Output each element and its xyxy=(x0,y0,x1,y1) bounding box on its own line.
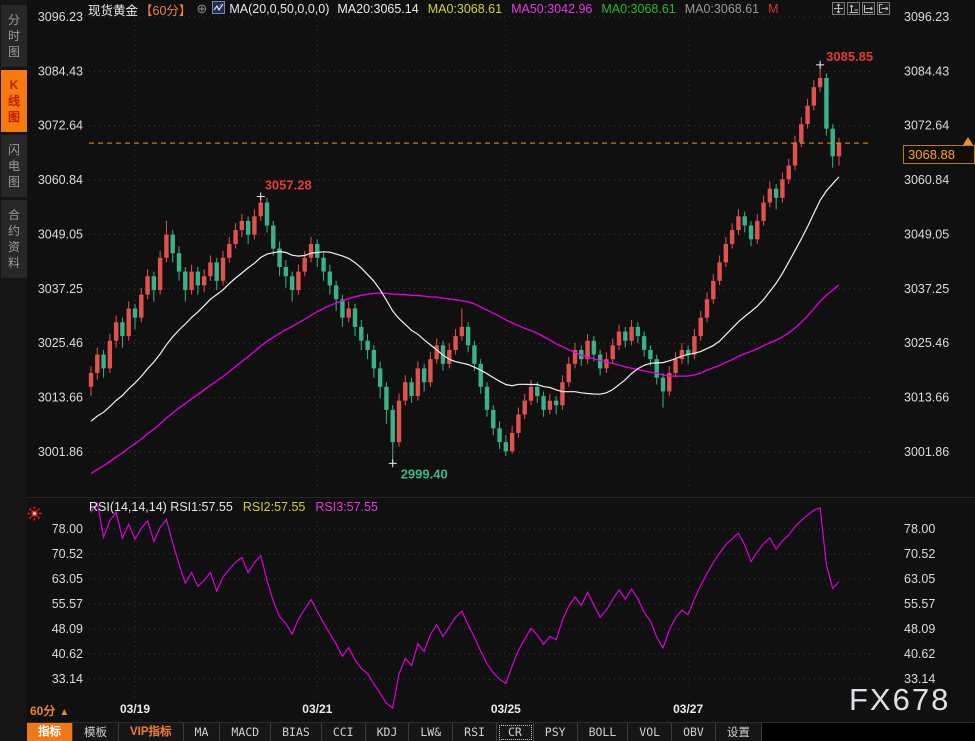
zoom-vertical-icon[interactable] xyxy=(847,2,860,15)
toolbar-button-kdj[interactable]: KDJ xyxy=(365,723,410,741)
ma-values: MA20:3065.14 MA0:3068.61 MA50:3042.96 MA0:3… xyxy=(337,2,787,16)
toolbar-button-lw[interactable]: LW& xyxy=(409,723,454,741)
rsi-legend-part-0: RSI(14,14,14) RSI1:57.55 xyxy=(89,500,233,514)
svg-text:3013.66: 3013.66 xyxy=(904,391,949,405)
svg-text:3001.86: 3001.86 xyxy=(38,445,83,459)
svg-text:63.05: 63.05 xyxy=(52,572,83,586)
period-badge: 【60分】 xyxy=(140,3,192,18)
rsi-legend-part-2: RSI3:57.55 xyxy=(315,500,378,514)
toolbar-button-indicator[interactable]: 指标 xyxy=(27,723,73,741)
timeframe-up-arrow-icon: ▲ xyxy=(59,707,70,718)
toolbar-button-cr[interactable]: CR xyxy=(496,723,534,741)
svg-text:3049.05: 3049.05 xyxy=(904,227,949,241)
toolbar-button-boll[interactable]: BOLL xyxy=(577,723,629,741)
svg-text:3072.64: 3072.64 xyxy=(904,119,949,133)
toolbar-button-template[interactable]: 模板 xyxy=(73,723,119,741)
ma-value-1: MA0:3068.61 xyxy=(427,2,503,16)
svg-text:33.14: 33.14 xyxy=(52,672,83,686)
date-axis-row: 60分 ▲ 03/19 03/21 03/25 03/27 xyxy=(27,699,975,721)
indicator-toolbar: 指标 模板 VIP指标 MA MACD BIAS CCI KDJ LW& RSI CR PSY BOLL… xyxy=(27,722,975,741)
sidebar-tab-flash-chart[interactable]: 闪电图 xyxy=(1,135,27,197)
svg-text:70.52: 70.52 xyxy=(904,547,935,561)
svg-text:3001.86: 3001.86 xyxy=(904,445,949,459)
chart-thumbnail-icon[interactable] xyxy=(212,1,226,17)
toolbar-button-vip-indicator[interactable]: VIP指标 xyxy=(119,723,184,741)
sidebar-tab-contract-info[interactable]: 合约资料 xyxy=(1,200,27,278)
svg-text:40.62: 40.62 xyxy=(52,647,83,661)
svg-text:3013.66: 3013.66 xyxy=(38,391,83,405)
sidebar-tab-time-chart[interactable]: 分时图 xyxy=(1,5,27,67)
price-up-arrow-icon xyxy=(963,137,973,145)
chart-main-area: 现货黄金 【60分】 ⊕ MA(20,0,50,0,0,0) MA20:3065… xyxy=(27,0,975,741)
collapse-circle-icon[interactable]: ⊕ xyxy=(196,1,208,16)
svg-text:78.00: 78.00 xyxy=(52,522,83,536)
pan-crosshair-icon[interactable] xyxy=(832,2,845,15)
ma-formula: MA(20,0,50,0,0,0) xyxy=(229,2,330,16)
svg-text:3096.23: 3096.23 xyxy=(904,10,949,24)
svg-text:3037.25: 3037.25 xyxy=(38,282,83,296)
ma-value-3: MA0:3068.61 xyxy=(601,2,676,16)
ma-value-4: MA0:3068.61 xyxy=(684,2,760,16)
chart-legend-bar: 现货黄金 【60分】 ⊕ MA(20,0,50,0,0,0) MA20:3065… xyxy=(27,0,975,18)
svg-text:3025.46: 3025.46 xyxy=(38,336,83,350)
svg-text:3057.28: 3057.28 xyxy=(265,178,312,193)
svg-text:78.00: 78.00 xyxy=(904,522,935,536)
svg-text:55.57: 55.57 xyxy=(52,597,83,611)
toolbar-button-rsi[interactable]: RSI xyxy=(453,723,497,741)
svg-text:40.62: 40.62 xyxy=(904,647,935,661)
price-chart-panel[interactable]: 3096.23 3096.23 3084.43 3084.43 3072.64 3072.… xyxy=(27,0,975,497)
svg-text:3085.85: 3085.85 xyxy=(826,49,873,64)
ma-value-2: MA50:3042.96 xyxy=(511,2,593,16)
last-price-tag: 3068.88 xyxy=(903,137,975,164)
symbol-name: 现货黄金 xyxy=(88,3,139,18)
svg-text:3060.84: 3060.84 xyxy=(38,173,83,187)
svg-text:3096.23: 3096.23 xyxy=(38,10,83,24)
svg-text:48.09: 48.09 xyxy=(52,622,83,636)
ma-value-5: M xyxy=(768,2,779,16)
rsi-legend-part-1: RSI2:57.55 xyxy=(242,500,306,514)
toolbar-button-macd[interactable]: MACD xyxy=(220,723,272,741)
last-price-value: 3068.88 xyxy=(908,147,955,162)
date-label: 03/25 xyxy=(490,702,521,716)
rsi-legend: RSI(14,14,14) RSI1:57.55 RSI2:57.55 RSI3:5… xyxy=(89,500,388,514)
svg-text:3084.43: 3084.43 xyxy=(38,64,83,78)
toolbar-button-cci[interactable]: CCI xyxy=(321,723,366,741)
toolbar-button-settings[interactable]: 设置 xyxy=(715,723,762,741)
toolbar-button-ma[interactable]: MA xyxy=(183,723,221,741)
svg-text:3037.25: 3037.25 xyxy=(904,282,949,296)
zoom-horizontal-icon[interactable] xyxy=(862,2,875,15)
svg-text:3025.46: 3025.46 xyxy=(904,336,949,350)
date-label: 03/27 xyxy=(673,702,704,716)
svg-text:55.57: 55.57 xyxy=(904,597,935,611)
date-label: 03/21 xyxy=(302,702,333,716)
chart-tool-icons xyxy=(832,2,890,15)
svg-text:63.05: 63.05 xyxy=(904,572,935,586)
rsi-indicator-panel[interactable]: 78.00 78.00 70.52 70.52 63.05 63.05 55.57 55.57… xyxy=(27,497,975,711)
svg-text:3049.05: 3049.05 xyxy=(38,227,83,241)
svg-text:3072.64: 3072.64 xyxy=(38,119,83,133)
timeframe-selector[interactable]: 60分 ▲ xyxy=(30,704,70,718)
toolbar-button-psy[interactable]: PSY xyxy=(533,723,578,741)
date-label: 03/19 xyxy=(119,702,151,716)
alert-flash-icon xyxy=(27,506,42,526)
toolbar-button-vol[interactable]: VOL xyxy=(628,723,673,741)
svg-text:3060.84: 3060.84 xyxy=(904,173,949,187)
fx678-watermark: FX678 xyxy=(849,682,951,717)
ma-value-0: MA20:3065.14 xyxy=(337,2,419,16)
next-page-icon[interactable] xyxy=(877,2,890,15)
svg-text:33.14: 33.14 xyxy=(904,672,935,686)
toolbar-button-bias[interactable]: BIAS xyxy=(271,723,322,741)
svg-text:70.52: 70.52 xyxy=(52,547,83,561)
toolbar-button-obv[interactable]: OBV xyxy=(672,723,716,741)
svg-text:2999.40: 2999.40 xyxy=(401,466,448,481)
svg-text:3084.43: 3084.43 xyxy=(904,64,949,78)
svg-text:48.09: 48.09 xyxy=(904,622,935,636)
